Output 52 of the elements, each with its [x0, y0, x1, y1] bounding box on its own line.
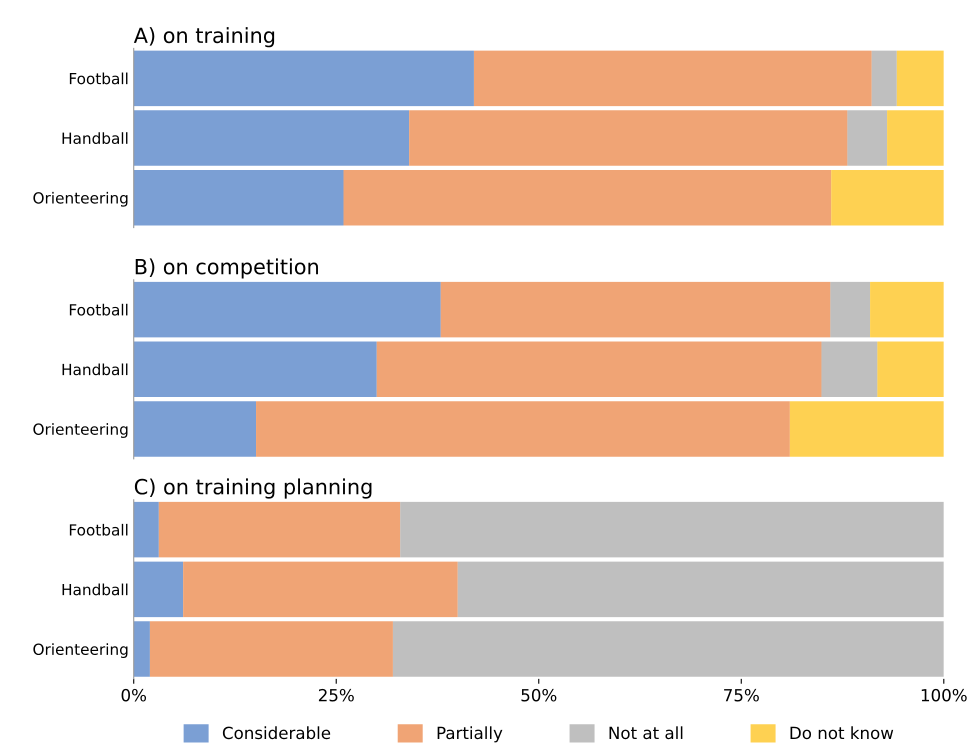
- legend-label: Considerable: [222, 726, 330, 740]
- bar: [870, 282, 944, 338]
- bar: [134, 562, 184, 618]
- bar: [790, 401, 944, 457]
- bar: [830, 282, 870, 338]
- bar: [831, 170, 944, 226]
- bar: [458, 562, 944, 618]
- legend-label: Do not know: [790, 726, 894, 740]
- y-tick-label: Handball: [62, 584, 128, 596]
- bar: [474, 50, 872, 106]
- bar: [183, 562, 458, 618]
- y-tick-label: Football: [70, 304, 128, 316]
- bar: [134, 342, 377, 398]
- bar: [134, 401, 256, 457]
- legend-label: Partially: [438, 726, 502, 742]
- bar: [134, 502, 159, 558]
- bar: [134, 282, 441, 338]
- x-tick-label: 75%: [724, 688, 759, 702]
- x-tick-label: 25%: [318, 688, 354, 702]
- bar: [134, 50, 474, 106]
- x-tick-label: 50%: [522, 688, 556, 702]
- legend-label: Not at all: [610, 726, 682, 740]
- y-tick-label: Orienteering: [33, 423, 128, 438]
- bar: [896, 50, 944, 106]
- bar: [400, 502, 944, 558]
- bar: [877, 342, 944, 398]
- bar: [872, 50, 897, 106]
- y-tick-label: Orienteering: [33, 192, 128, 207]
- bar: [158, 502, 400, 558]
- bar: [821, 342, 878, 398]
- bar: [256, 401, 790, 457]
- bar: [847, 110, 888, 166]
- bar: [150, 621, 393, 677]
- bar: [392, 621, 944, 677]
- bar: [376, 342, 822, 398]
- y-tick-label: Football: [70, 524, 128, 536]
- bar: [409, 110, 848, 166]
- y-tick-label: Handball: [62, 132, 128, 144]
- y-tick-label: Handball: [62, 363, 128, 376]
- chart-title: A) on training: [134, 27, 274, 48]
- x-tick-label: 0%: [122, 688, 146, 702]
- y-tick-label: Football: [70, 72, 128, 84]
- bar: [887, 110, 944, 166]
- bar: [344, 170, 832, 226]
- chart-title: C) on training planning: [134, 478, 372, 499]
- bar: [134, 621, 150, 677]
- chart-title: B) on competition: [136, 258, 318, 279]
- y-tick-label: Orienteering: [33, 643, 128, 658]
- bar: [440, 282, 830, 338]
- bar: [134, 110, 410, 166]
- x-tick-label: 100%: [922, 688, 967, 702]
- bar: [134, 170, 344, 226]
